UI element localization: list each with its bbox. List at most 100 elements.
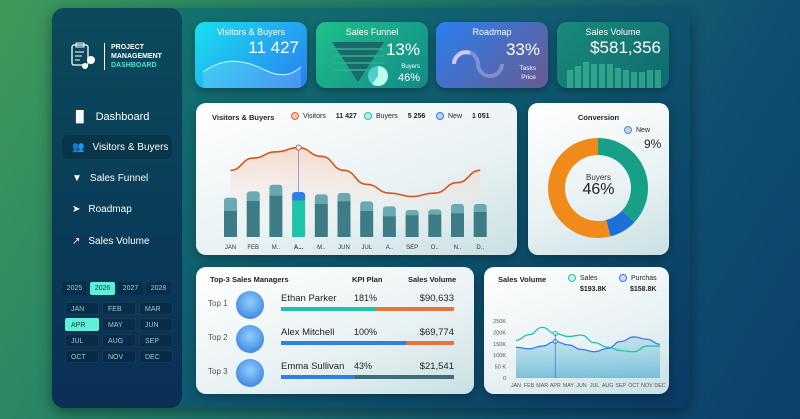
x-tick-label: JUL <box>590 383 599 389</box>
legend-value: 5 256 <box>407 112 426 120</box>
x-tick-label: MAY <box>563 383 575 389</box>
kpi-progress-bar <box>281 307 454 311</box>
x-tick-label: N.. <box>454 245 462 251</box>
avatar <box>236 359 264 387</box>
bar-buyers <box>473 212 487 237</box>
bar-buyers <box>360 211 374 237</box>
spark-bar <box>583 62 589 88</box>
year-2027[interactable]: 2027 <box>118 282 143 295</box>
bar-buyers <box>292 200 306 237</box>
nav-dashboard[interactable]: ▐▌ Dashboard <box>62 105 172 129</box>
kpi-title: Sales Funnel <box>345 27 399 37</box>
legend-new: New <box>624 126 650 134</box>
kpi-sales-volume[interactable]: Sales Volume $581,356 <box>557 22 669 88</box>
logo: PROJECT MANAGEMENT DASHBOARD <box>70 42 162 70</box>
bar-buyers <box>451 213 464 237</box>
x-tick-label: M.. <box>272 245 281 251</box>
legend-new[interactable]: New 1 051 <box>436 112 490 120</box>
month-nov[interactable]: NOV <box>102 350 136 363</box>
kpi-visitors[interactable]: Visitors & Buyers 11 427 <box>195 22 307 88</box>
sales-volume-chart: Sales Volume Sales $193.8K Purchas $158.… <box>484 267 669 394</box>
kpi-value: 33% <box>505 40 540 59</box>
sales-header: Sales Volume <box>408 275 457 284</box>
donut-slice-buyers <box>598 138 648 223</box>
spark-bar <box>567 70 573 88</box>
month-selector: JAN FEB MAR APR MAY JUN JUL AUG SEP OCT NOV DEC <box>65 302 173 363</box>
kpi-title: Sales Volume <box>585 27 641 37</box>
month-jan[interactable]: JAN <box>65 302 99 315</box>
kpi-value: $581,356 <box>590 38 661 57</box>
trend-up-icon: ↗ <box>72 235 81 247</box>
kpi-value: 181% <box>354 293 378 303</box>
selected-point <box>295 144 302 151</box>
logo-line3: DASHBOARD <box>111 61 157 69</box>
center-label: Buyers <box>586 173 611 182</box>
users-icon: 👥 <box>72 141 85 153</box>
month-jul[interactable]: JUL <box>65 334 99 347</box>
visitors-line <box>230 146 481 198</box>
chart-title: Sales Volume <box>498 275 547 284</box>
x-tick-label: JUL <box>361 245 372 251</box>
spark-bar <box>655 70 661 88</box>
bar-buyers <box>428 214 442 237</box>
kpi-roadmap[interactable]: Roadmap 33% Tasks Price <box>436 22 548 88</box>
month-aug[interactable]: AUG <box>102 334 136 347</box>
month-jun[interactable]: JUN <box>139 318 173 331</box>
logo-line1: PROJECT <box>111 43 145 51</box>
month-apr[interactable]: APR <box>65 318 99 331</box>
y-tick-label: 100K <box>493 353 506 359</box>
x-tick-label: AUG <box>602 383 613 389</box>
kpi-sales-funnel[interactable]: Sales Funnel 13% Buyers 46% <box>316 22 428 88</box>
visitors-area <box>230 147 481 237</box>
legend-visitors[interactable]: Visitors 11 427 <box>291 112 357 120</box>
x-tick-label: MAR <box>536 383 548 389</box>
spark-bar <box>647 70 653 88</box>
nav-roadmap[interactable]: ➤ Roadmap <box>62 197 172 221</box>
nav-sales-funnel[interactable]: ▼ Sales Funnel <box>62 166 172 190</box>
y-tick-label: 150K <box>493 342 506 348</box>
month-mar[interactable]: MAR <box>139 302 173 315</box>
manager-name: Alex Mitchell <box>281 327 335 338</box>
x-tick-label: OCT <box>628 383 640 389</box>
x-tick-label: JUN <box>576 383 586 389</box>
bar-buyers <box>314 204 328 237</box>
bar-new <box>224 197 237 215</box>
kpi-title: Visitors & Buyers <box>216 27 286 37</box>
month-oct[interactable]: OCT <box>65 350 99 363</box>
avatar <box>236 325 264 353</box>
kpi-value: 11 427 <box>248 38 299 57</box>
buyers-pie-icon <box>368 66 388 86</box>
legend-label: Visitors <box>303 112 326 120</box>
month-dec[interactable]: DEC <box>139 350 173 363</box>
visitors-sparkline <box>202 60 302 88</box>
month-may[interactable]: MAY <box>102 318 136 331</box>
y-tick-label: 200K <box>493 330 506 336</box>
legend-purchases[interactable]: Purchas <box>619 274 657 282</box>
legend-buyers[interactable]: Buyers 5 256 <box>364 112 425 120</box>
spark-bar <box>639 72 645 88</box>
month-feb[interactable]: FEB <box>102 302 136 315</box>
nav-label: Dashboard <box>95 111 150 123</box>
manager-row[interactable]: Top 1 Ethan Parker 181% $90,633 <box>196 291 474 325</box>
legend-value: 11 427 <box>335 112 357 120</box>
funnel-icon: ▼ <box>72 172 82 184</box>
year-2025[interactable]: 2025 <box>62 282 87 295</box>
bar-buyers <box>246 201 260 237</box>
conversion-card: Conversion New 9% Buyers 46% <box>528 103 669 255</box>
year-2026[interactable]: 2026 <box>90 282 115 295</box>
manager-row[interactable]: Top 3 Emma Sullivan 43% $21,541 <box>196 359 474 393</box>
legend-label: Sales <box>580 274 598 282</box>
nav-sales-volume[interactable]: ↗ Sales Volume <box>62 229 172 253</box>
manager-row[interactable]: Top 2 Alex Mitchell 100% $69,774 <box>196 325 474 359</box>
bar-buyers <box>224 211 237 237</box>
year-2028[interactable]: 2028 <box>146 282 171 295</box>
donut-slice-new <box>606 210 635 237</box>
x-tick-label: M.. <box>317 245 326 251</box>
legend-sales[interactable]: Sales <box>568 274 598 282</box>
month-sep[interactable]: SEP <box>139 334 173 347</box>
spark-bar <box>575 66 581 88</box>
nav-visitors-buyers[interactable]: 👥 Visitors & Buyers <box>62 135 172 159</box>
kpi-sub1: Tasks <box>519 65 536 72</box>
funnel-icon <box>332 42 384 82</box>
sales-sparkbars <box>567 62 661 88</box>
